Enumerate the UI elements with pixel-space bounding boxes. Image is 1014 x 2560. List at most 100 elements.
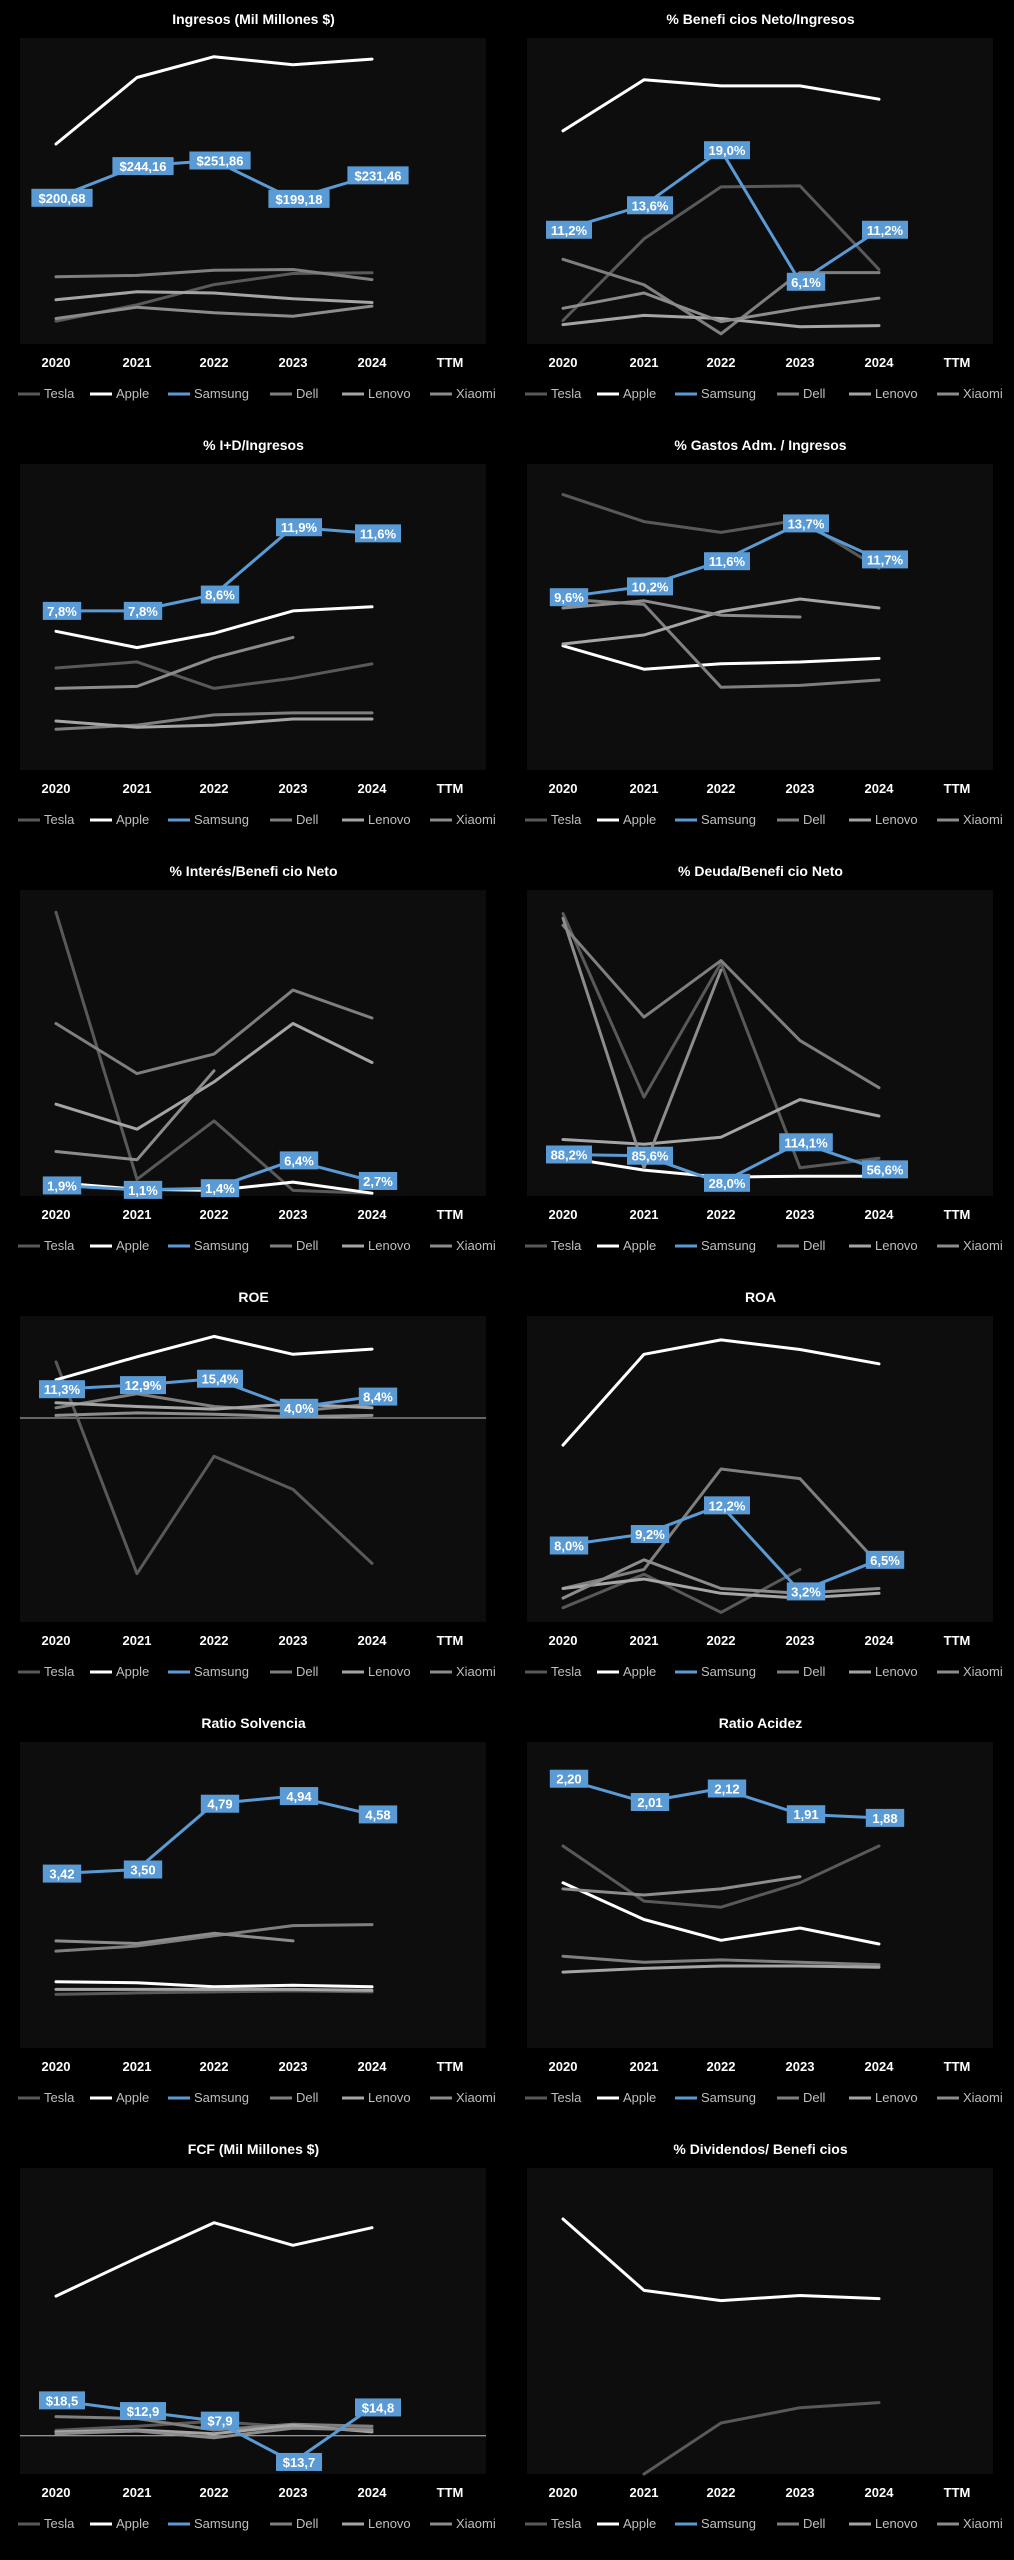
data-label-box [865,1808,905,1827]
legend-label: Apple [116,2516,149,2531]
legend-label: Apple [116,812,149,827]
chart-panel-2: % Benefi cios Neto/Ingresos 11,2% 13,6% 19,… [507,0,1014,426]
legend-entry-xiaomi: Xiaomi [937,2090,1003,2105]
legend-entry-xiaomi: Xiaomi [430,1664,496,1679]
x-tick-label: 2021 [630,2485,659,2500]
data-label-text: 1,4% [205,1181,235,1196]
legend-entry-samsung: Samsung [675,1238,756,1253]
legend-entry-lenovo: Lenovo [849,1664,918,1679]
data-label: $244,16 [112,157,174,176]
x-tick-label: 2021 [630,2059,659,2074]
legend-label: Lenovo [875,2090,918,2105]
series-line-tesla [54,910,374,1195]
legend-label: Apple [116,386,149,401]
x-tick-label: 2021 [630,781,659,796]
series-line-xiaomi [54,1411,374,1419]
data-label-box [627,196,673,215]
x-tick-label: 2020 [42,2485,71,2500]
chart-title: % Deuda/Benefi cio Neto [678,863,843,879]
legend-label: Apple [116,1238,149,1253]
legend-label: Tesla [44,1664,75,1679]
legend-entry-apple: Apple [597,2516,656,2531]
chart-title: Ratio Solvencia [201,1715,305,1731]
series-line-dell [561,1954,881,1967]
chart-title: % Interés/Benefi cio Neto [169,863,337,879]
data-label-box [862,220,908,239]
series-line-lenovo [561,1577,881,1600]
x-tick-label: 2020 [42,355,71,370]
x-tick-label: 2022 [200,355,229,370]
data-label-box [704,1496,750,1515]
legend-label: Tesla [44,2516,75,2531]
legend-entry-tesla: Tesla [525,386,582,401]
chart-svg: FCF (Mil Millones $) $18,5 $12,9 $7,9 $13,7 $… [0,2130,507,2556]
legend-label: Samsung [701,812,756,827]
data-label-box [786,272,826,291]
data-label-box [704,552,750,571]
data-label: 11,9% [276,518,322,537]
series-line-lenovo [561,313,881,329]
legend-entry-tesla: Tesla [18,1238,75,1253]
data-label: 11,2% [546,220,592,239]
legend-label: Dell [296,386,319,401]
data-label: $200,68 [31,188,93,207]
plot-area [20,890,486,1196]
legend-entry-apple: Apple [90,2516,149,2531]
chart-svg: % Deuda/Benefi cio Neto 88,2% 85,6% 28,0% 11… [507,852,1014,1278]
x-tick-label: 2020 [549,2485,578,2500]
data-label-box [197,1369,243,1388]
legend-label: Xiaomi [456,812,496,827]
x-tick-label: 2023 [279,355,308,370]
series-line-apple [54,1980,374,1989]
series-line-lenovo [54,290,374,304]
data-label-box [862,1160,908,1179]
data-label: 4,0% [279,1398,319,1417]
data-label-text: 4,58 [365,1807,390,1822]
legend-label: Lenovo [875,812,918,827]
data-label-box [200,2411,240,2430]
legend-label: Xiaomi [456,1238,496,1253]
data-label-text: 13,6% [632,198,669,213]
legend-label: Lenovo [368,1238,411,1253]
data-label-box [123,1180,163,1199]
data-label-box [704,1173,750,1192]
legend-label: Dell [296,2090,319,2105]
data-label-text: 1,9% [47,1178,77,1193]
legend-label: Apple [623,812,656,827]
chart-title: ROA [745,1289,776,1305]
legend-label: Apple [623,1664,656,1679]
data-label-text: 85,6% [632,1149,669,1164]
chart-svg: Ratio Solvencia 3,42 3,50 4,79 4,94 4,58 2020 2… [0,1704,507,2130]
legend-entry-samsung: Samsung [675,2090,756,2105]
data-label: 2,20 [549,1769,589,1788]
x-tick-label: 2024 [358,1207,388,1222]
data-label-box [276,2452,322,2471]
legend-label: Xiaomi [456,386,496,401]
x-tick-label: 2023 [786,1633,815,1648]
x-tick-label: 2022 [707,1633,736,1648]
legend-label: Dell [296,1238,319,1253]
x-tick-label: TTM [437,2059,464,2074]
series-line-xiaomi [54,2426,374,2440]
data-label: 1,88 [865,1808,905,1827]
data-label-box [42,1864,82,1883]
data-label-box [112,157,174,176]
legend-label: Samsung [701,1664,756,1679]
data-label: $7,9 [200,2411,240,2430]
series-line-lenovo [561,1964,881,1974]
legend-label: Lenovo [368,1664,411,1679]
data-label-box [279,1398,319,1417]
legend-label: Samsung [701,2090,756,2105]
data-label: 8,4% [358,1387,398,1406]
data-label-box [786,1582,826,1601]
legend-label: Samsung [194,1664,249,1679]
legend-entry-dell: Dell [777,2516,826,2531]
legend-entry-dell: Dell [270,812,319,827]
legend-label: Tesla [44,386,75,401]
data-label: 8,6% [200,585,240,604]
x-tick-label: TTM [944,355,971,370]
x-tick-label: TTM [437,1207,464,1222]
legend-label: Tesla [551,2516,582,2531]
data-label-box [268,189,330,208]
series-line-tesla [54,1360,374,1576]
